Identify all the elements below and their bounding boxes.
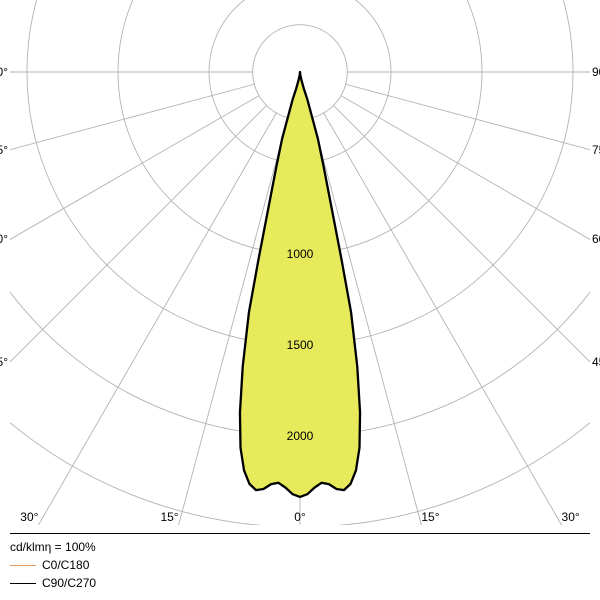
legend-row-c90: C90/C270	[10, 574, 590, 592]
angle-label: 90°	[592, 65, 600, 79]
radial-label: 1000	[287, 247, 314, 261]
angle-label: 15°	[421, 510, 439, 524]
angle-label: 15°	[160, 510, 178, 524]
angle-label: 60°	[0, 232, 8, 246]
polar-chart: cd/klmη = 100% C0/C180 C90/C270 90° 75° 60…	[0, 0, 600, 600]
legend-footer: cd/klmη = 100% C0/C180 C90/C270	[10, 531, 590, 592]
angle-label: 75°	[0, 143, 8, 157]
angle-label: 90°	[0, 65, 8, 79]
radial-label: 2000	[287, 429, 314, 443]
angle-label: 30°	[20, 510, 38, 524]
angle-label: 45°	[0, 355, 8, 369]
angle-label: 75°	[592, 143, 600, 157]
angle-label: 30°	[562, 510, 580, 524]
footer-rule	[10, 533, 590, 534]
angle-label: 0°	[294, 510, 305, 524]
legend-label-c0: C0/C180	[42, 556, 89, 574]
radial-label: 1500	[287, 338, 314, 352]
legend-swatch-c0	[10, 565, 36, 566]
legend-row-c0: C0/C180	[10, 556, 590, 574]
angle-label: 60°	[592, 232, 600, 246]
angle-label: 45°	[592, 355, 600, 369]
legend-swatch-c90	[10, 583, 36, 584]
legend-label-c90: C90/C270	[42, 574, 96, 592]
units-label: cd/klmη = 100%	[10, 538, 590, 556]
